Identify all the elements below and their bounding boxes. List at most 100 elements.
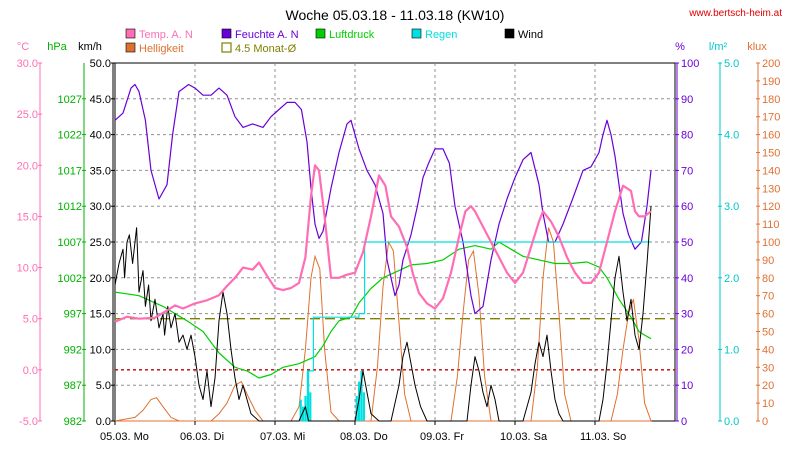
series-temp-a-n bbox=[114, 164, 652, 323]
series-luftdruck bbox=[114, 241, 652, 379]
tick-label-lux: 50 bbox=[762, 327, 774, 339]
tick-label-temp: 15.0 bbox=[17, 211, 38, 223]
tick-label-lux: 170 bbox=[762, 112, 780, 124]
axes: °C 30.0 25.0 20.0 15.0 10.0 5.0 0.0 -5.0 hPa 1027 1… bbox=[17, 41, 781, 428]
series-regen bbox=[303, 241, 651, 422]
series-feuchte-a-n bbox=[114, 83, 652, 315]
axis-unit-press: hPa bbox=[47, 41, 67, 53]
x-label: 10.03. Sa bbox=[500, 431, 548, 443]
tick-label-lux: 80 bbox=[762, 273, 774, 285]
tick-label-lux: 200 bbox=[762, 58, 780, 70]
x-label: 08.03. Do bbox=[340, 431, 388, 443]
tick-label-lux: 30 bbox=[762, 362, 774, 374]
tick-label-press: 1007 bbox=[58, 237, 82, 249]
tick-label-press: 997 bbox=[64, 309, 82, 321]
tick-label-temp: 20.0 bbox=[17, 160, 38, 172]
tick-label-lux: 160 bbox=[762, 130, 780, 142]
legend-label: Luftdruck bbox=[329, 29, 375, 41]
tick-label-wind: 50.0 bbox=[90, 58, 111, 70]
tick-label-wind: 35.0 bbox=[90, 165, 111, 177]
rain-bar bbox=[360, 370, 363, 421]
tick-label-rain: 1.0 bbox=[724, 344, 739, 356]
tick-label-wind: 5.0 bbox=[96, 380, 111, 392]
rain-bar bbox=[309, 392, 312, 421]
tick-label-wind: 10.0 bbox=[90, 344, 111, 356]
chart-title: Woche 05.03.18 - 11.03.18 (KW10) bbox=[286, 7, 505, 23]
tick-label-lux: 70 bbox=[762, 291, 774, 303]
tick-label-lux: 150 bbox=[762, 148, 780, 160]
tick-label-hum: 10 bbox=[681, 380, 693, 392]
rain-bar bbox=[362, 392, 365, 421]
tick-label-wind: 0.0 bbox=[96, 416, 111, 428]
legend-swatch bbox=[411, 28, 422, 39]
x-label: 07.03. Mi bbox=[260, 431, 305, 443]
tick-label-temp: 30.0 bbox=[17, 58, 38, 70]
tick-label-press: 1027 bbox=[58, 94, 82, 106]
legend-swatch bbox=[315, 28, 326, 39]
legend-swatch bbox=[504, 28, 515, 39]
legend-swatch bbox=[221, 28, 232, 39]
legend-swatch bbox=[125, 42, 136, 53]
tick-label-lux: 90 bbox=[762, 255, 774, 267]
tick-label-wind: 45.0 bbox=[90, 94, 111, 106]
reference-lines bbox=[115, 318, 675, 371]
tick-label-lux: 190 bbox=[762, 76, 780, 88]
tick-label-lux: 40 bbox=[762, 344, 774, 356]
tick-label-rain: 5.0 bbox=[724, 58, 739, 70]
tick-label-lux: 20 bbox=[762, 380, 774, 392]
tick-label-temp: 5.0 bbox=[23, 314, 38, 326]
tick-label-lux: 100 bbox=[762, 237, 780, 249]
axis-unit-wind: km/h bbox=[78, 41, 102, 53]
tick-label-hum: 60 bbox=[681, 201, 693, 213]
tick-label-press: 1022 bbox=[58, 130, 82, 142]
tick-label-lux: 120 bbox=[762, 201, 780, 213]
legend-label: Temp. A. N bbox=[139, 29, 193, 41]
tick-label-lux: 60 bbox=[762, 309, 774, 321]
legend-label: Helligkeit bbox=[139, 43, 184, 55]
legend-label: Feuchte A. N bbox=[235, 29, 299, 41]
tick-label-wind: 30.0 bbox=[90, 201, 111, 213]
tick-label-temp: 10.0 bbox=[17, 263, 38, 275]
x-axis-labels: 05.03. Mo 06.03. Di 07.03. Mi 08.03. Do 09.0… bbox=[100, 421, 626, 443]
x-label: 06.03. Di bbox=[180, 431, 224, 443]
rain-bar bbox=[302, 406, 305, 421]
legend-label: Wind bbox=[518, 29, 543, 41]
x-label: 11.03. So bbox=[580, 431, 626, 443]
rain-bar bbox=[306, 370, 309, 421]
tick-label-wind: 40.0 bbox=[90, 130, 111, 142]
rain-bar bbox=[299, 399, 302, 421]
tick-label-lux: 180 bbox=[762, 94, 780, 106]
legend-swatch bbox=[221, 42, 232, 53]
tick-label-hum: 20 bbox=[681, 344, 693, 356]
legend: Temp. A. N Helligkeit Feuchte A. N 4.5 Mona… bbox=[125, 28, 543, 55]
tick-label-press: 1012 bbox=[58, 201, 82, 213]
source-url: www.bertsch-heim.at bbox=[688, 8, 782, 19]
tick-label-hum: 70 bbox=[681, 165, 693, 177]
tick-label-hum: 50 bbox=[681, 237, 693, 249]
x-label: 05.03. Mo bbox=[100, 431, 149, 443]
tick-label-wind: 25.0 bbox=[90, 237, 111, 249]
legend-swatch bbox=[125, 28, 136, 39]
tick-label-hum: 80 bbox=[681, 130, 693, 142]
tick-label-press: 987 bbox=[64, 380, 82, 392]
tick-label-temp: 25.0 bbox=[17, 109, 38, 121]
tick-label-hum: 100 bbox=[681, 58, 699, 70]
tick-label-hum: 30 bbox=[681, 309, 693, 321]
axis-unit-hum: % bbox=[675, 41, 685, 53]
axis-unit-temp: °C bbox=[17, 41, 29, 53]
tick-label-wind: 20.0 bbox=[90, 273, 111, 285]
axis-unit-lux: klux bbox=[747, 41, 767, 53]
tick-label-press: 1002 bbox=[58, 273, 82, 285]
tick-label-temp: -5.0 bbox=[19, 416, 38, 428]
series-wind bbox=[114, 206, 652, 422]
tick-label-wind: 15.0 bbox=[90, 309, 111, 321]
tick-label-lux: 130 bbox=[762, 183, 780, 195]
tick-label-hum: 0 bbox=[681, 416, 687, 428]
series-lines bbox=[114, 83, 652, 422]
tick-label-press: 992 bbox=[64, 344, 82, 356]
tick-label-lux: 110 bbox=[762, 219, 780, 231]
tick-label-temp: 0.0 bbox=[23, 365, 38, 377]
axis-unit-rain: l/m² bbox=[709, 41, 728, 53]
rain-bar bbox=[355, 395, 358, 421]
